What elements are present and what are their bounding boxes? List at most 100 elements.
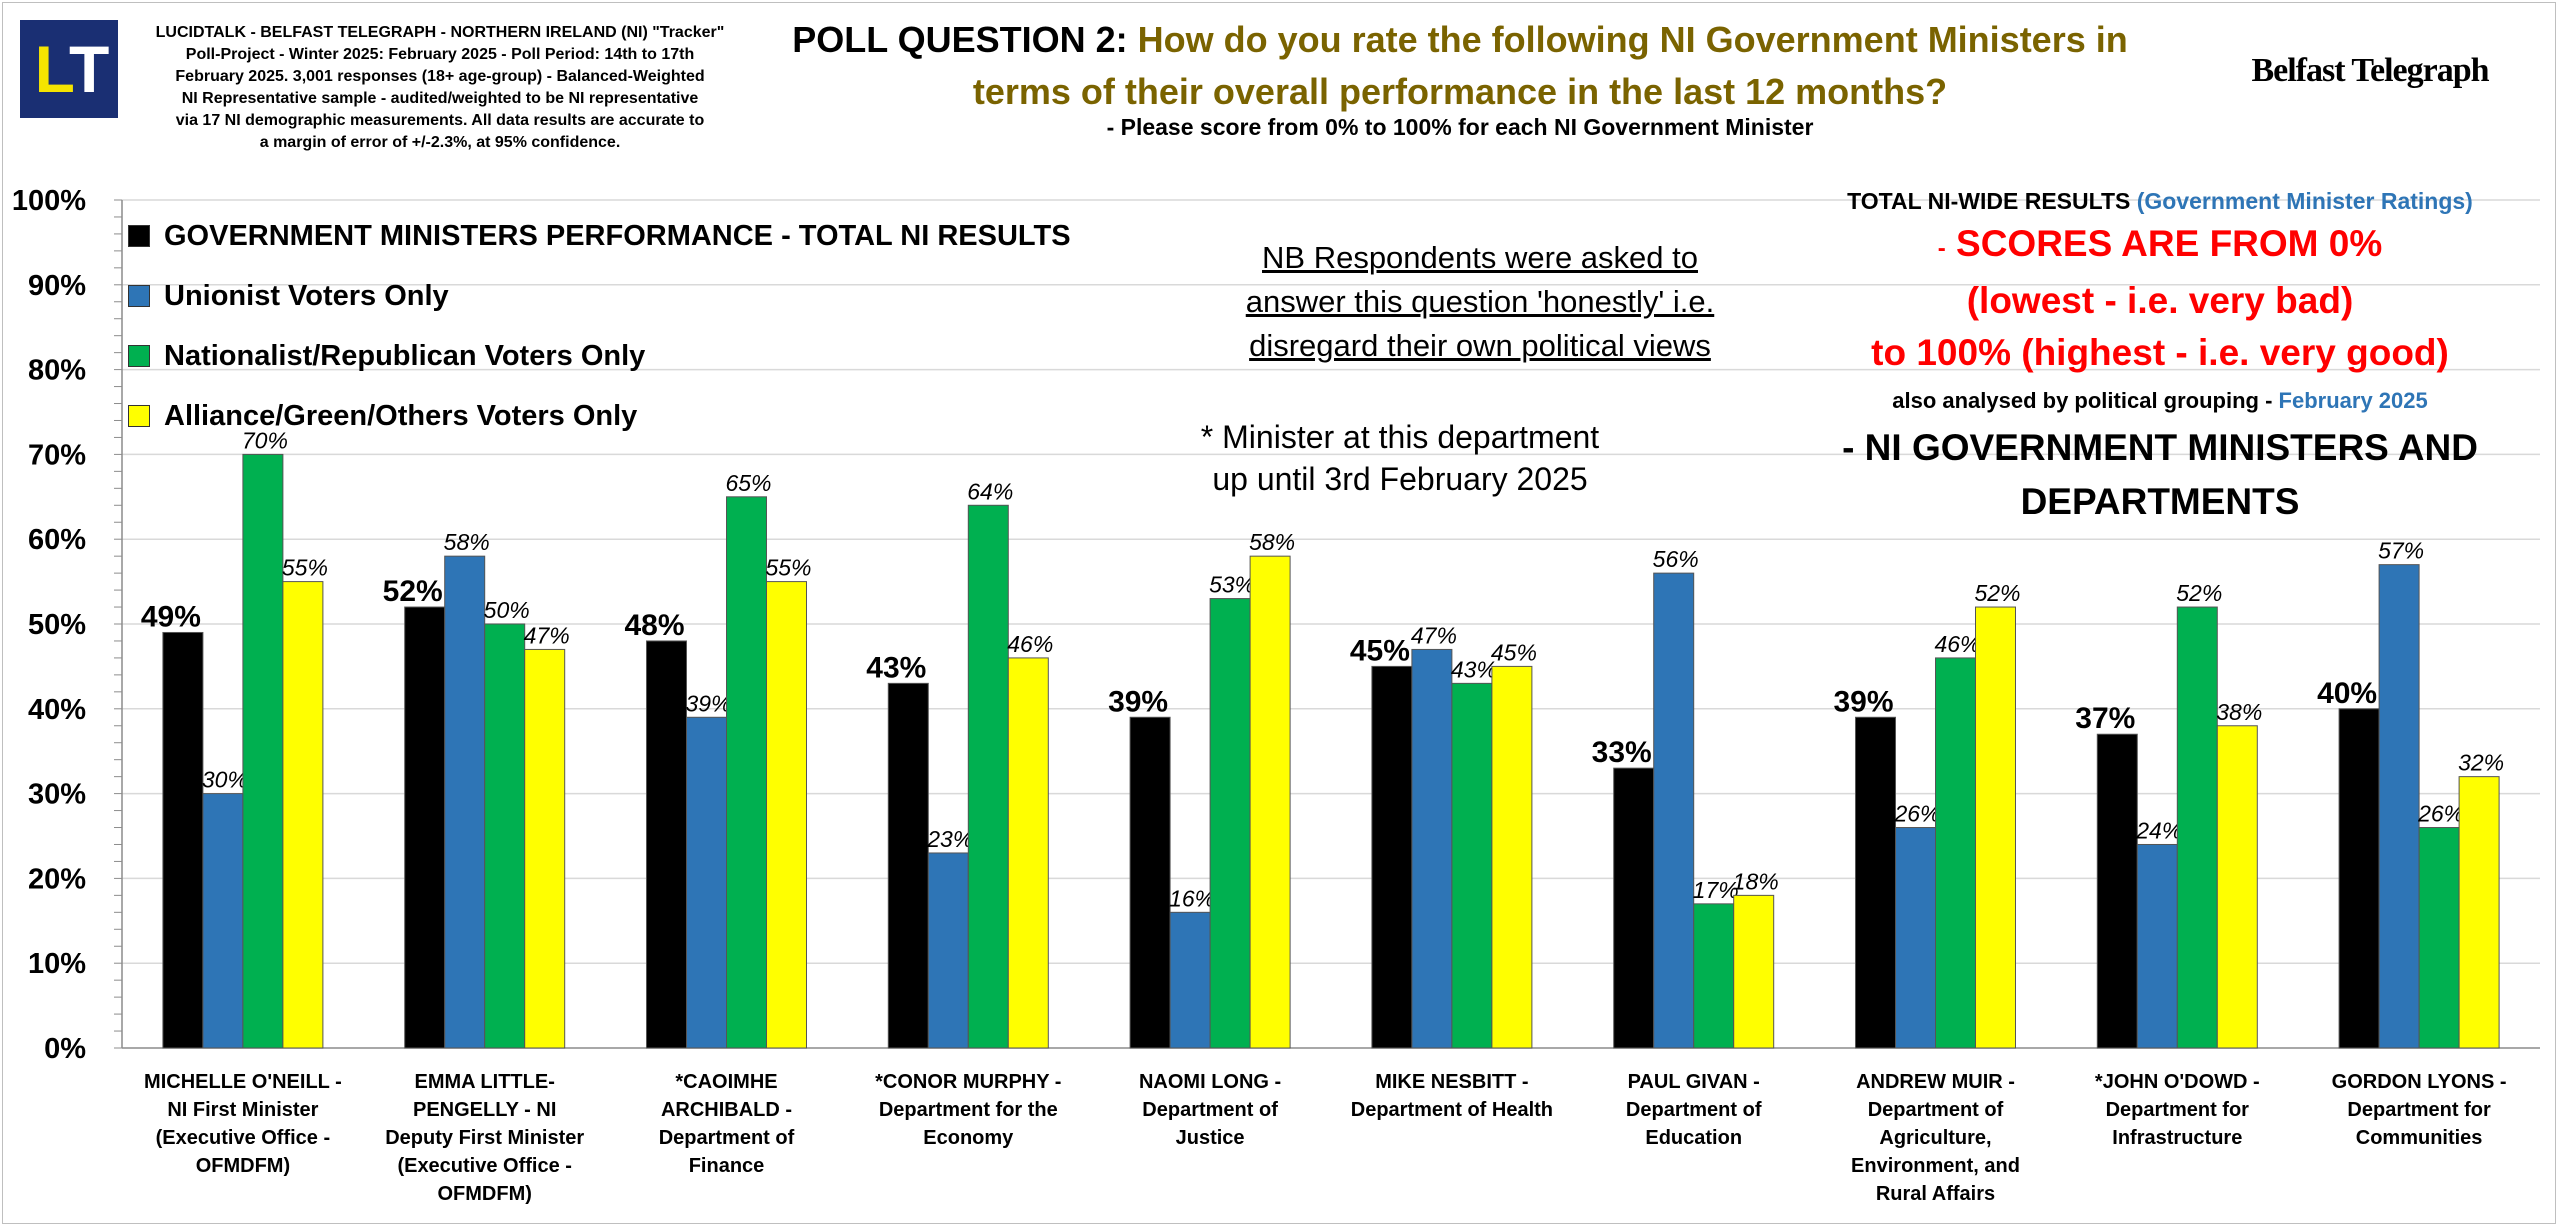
bar-nationalist (726, 496, 767, 1049)
data-label-total: 48% (624, 609, 684, 642)
data-label-alliance: 55% (765, 555, 811, 581)
bar-alliance (2458, 776, 2500, 1049)
data-label-alliance: 52% (1974, 580, 2020, 606)
data-label-unionist: 30% (202, 767, 248, 793)
bar-nationalist (2176, 606, 2218, 1049)
bar-nationalist (1693, 903, 1735, 1049)
bar-unionist (1169, 911, 1211, 1049)
data-label-alliance: 55% (282, 555, 328, 581)
data-label-unionist: 57% (2378, 538, 2424, 564)
y-tick-label: 80% (28, 355, 86, 387)
x-category-label: Agriculture, (1879, 1127, 1991, 1149)
x-category-label: Department for (2106, 1099, 2250, 1121)
data-label-nationalist: 64% (967, 478, 1013, 504)
scores-line-1: - SCORES ARE FROM 0% (1760, 218, 2560, 275)
bar-total (887, 682, 929, 1049)
data-label-alliance: 32% (2458, 750, 2504, 776)
x-category-label: Environment, and (1851, 1155, 2020, 1177)
bar-nationalist (967, 504, 1009, 1049)
x-category-label: Economy (923, 1127, 1014, 1149)
legend-label: Unionist Voters Only (164, 279, 449, 312)
x-category-label: Education (1645, 1127, 1742, 1149)
bar-total (1855, 716, 1896, 1049)
x-category-label: *CONOR MURPHY - (875, 1071, 1061, 1093)
data-label-nationalist: 50% (484, 597, 530, 623)
also-prefix: also analysed by political grouping - (1892, 388, 2273, 413)
bar-total (2096, 733, 2138, 1049)
chart-legend: GOVERNMENT MINISTERS PERFORMANCE - TOTAL… (128, 206, 1071, 446)
meta-line: LUCIDTALK - BELFAST TELEGRAPH - NORTHERN… (155, 24, 725, 41)
bar-alliance (1007, 657, 1049, 1049)
x-category-label: Finance (689, 1155, 765, 1177)
data-label-nationalist: 65% (725, 470, 771, 496)
total-results-line: TOTAL NI-WIDE RESULTS (Government Minist… (1760, 184, 2560, 218)
bar-alliance (2216, 725, 2258, 1049)
meta-line: February 2025. 3,001 responses (18+ age-… (175, 68, 705, 85)
x-category-label: PENGELLY - NI (413, 1099, 556, 1121)
meta-line: a margin of error of +/-2.3%, at 95% con… (259, 134, 621, 151)
x-category-label: Deputy First Minister (385, 1127, 584, 1149)
data-label-total: 40% (2317, 677, 2377, 710)
legend-swatch-nationalist (128, 345, 150, 367)
data-label-nationalist: 17% (1693, 877, 1739, 903)
x-category-label: Department of (1142, 1099, 1278, 1121)
x-category-label: Department for (2347, 1099, 2491, 1121)
bar-alliance (524, 648, 566, 1049)
bar-unionist (686, 716, 727, 1049)
x-category-label: *JOHN O'DOWD - (2095, 1071, 2260, 1093)
data-label-unionist: 56% (1653, 546, 1699, 572)
data-label-alliance: 46% (1007, 631, 1053, 657)
x-category-label: Justice (1176, 1127, 1245, 1149)
bar-unionist (444, 555, 486, 1049)
note-line: answer this question 'honestly' i.e. (1245, 284, 1715, 319)
data-label-nationalist: 46% (1934, 631, 1980, 657)
results-explainer: TOTAL NI-WIDE RESULTS (Government Minist… (1760, 184, 2560, 527)
y-tick-label: 70% (28, 439, 86, 471)
logo-letter-t: T (69, 32, 109, 106)
x-category-label: Rural Affairs (1876, 1183, 1995, 1205)
y-tick-label: 100% (12, 185, 86, 217)
note-line: * Minister at this department (1200, 419, 1600, 455)
bar-unionist (927, 852, 969, 1049)
x-category-label: NI First Minister (167, 1099, 318, 1121)
data-label-alliance: 38% (2216, 699, 2262, 725)
departments-line-1: - NI GOVERNMENT MINISTERS AND (1842, 427, 2478, 468)
bar-total (646, 640, 687, 1049)
data-label-unionist: 39% (685, 690, 731, 716)
y-tick-label: 10% (28, 948, 86, 980)
bar-alliance (766, 581, 807, 1049)
y-tick-label: 0% (44, 1033, 86, 1065)
question-number: POLL QUESTION 2: (792, 19, 1128, 60)
bar-nationalist (484, 623, 526, 1049)
data-label-total: 43% (866, 651, 926, 684)
data-label-nationalist: 26% (2417, 801, 2464, 827)
y-tick-label: 40% (28, 694, 86, 726)
red-text: SCORES ARE FROM 0% (1956, 223, 2383, 264)
data-label-nationalist: 53% (1209, 572, 1255, 598)
bar-alliance (1249, 555, 1291, 1049)
meta-line: via 17 NI demographic measurements. All … (175, 112, 705, 129)
x-category-label: OFMDFM) (437, 1183, 531, 1205)
data-label-total: 49% (141, 600, 201, 633)
meta-line: Poll-Project - Winter 2025: February 202… (185, 46, 695, 63)
data-label-unionist: 58% (444, 529, 490, 555)
legend-label: Alliance/Green/Others Voters Only (164, 399, 638, 432)
departments-line-2: DEPARTMENTS (2020, 481, 2300, 522)
bar-nationalist (1451, 682, 1493, 1049)
bar-alliance (282, 581, 324, 1049)
data-label-total: 45% (1350, 634, 1410, 667)
bar-alliance (1491, 665, 1533, 1049)
x-category-label: ARCHIBALD - (661, 1099, 792, 1121)
bar-unionist (1411, 648, 1453, 1049)
scores-line-2: (lowest - i.e. very bad) (1966, 280, 2354, 321)
note-line: up until 3rd February 2025 (1212, 461, 1588, 497)
x-category-label: ANDREW MUIR - (1856, 1071, 2015, 1093)
x-category-label: Communities (2356, 1127, 2483, 1149)
note-line: NB Respondents were asked to (1262, 240, 1698, 275)
bar-total (2338, 708, 2380, 1049)
legend-item-nationalist: Nationalist/Republican Voters Only (128, 326, 1071, 386)
data-label-unionist: 16% (1169, 885, 1215, 911)
bar-alliance (1975, 606, 2016, 1049)
